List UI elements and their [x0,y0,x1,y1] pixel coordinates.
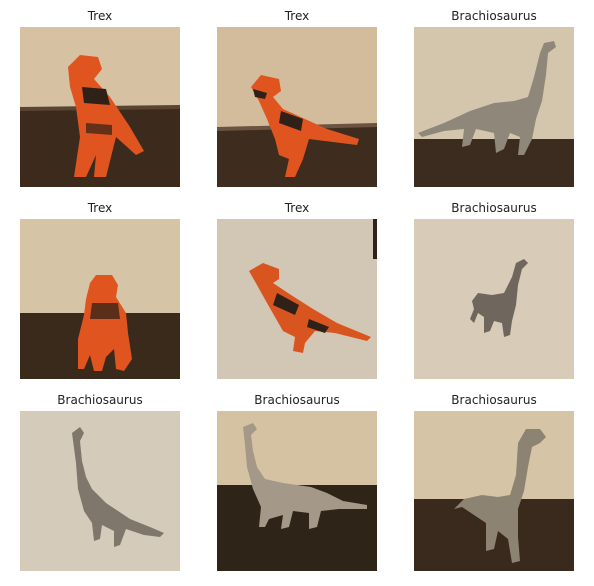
brachiosaurus-photo [414,411,574,571]
image-label: Brachiosaurus [451,9,537,23]
image-label: Brachiosaurus [451,393,537,407]
brachiosaurus-photo [217,411,377,571]
image-label: Trex [284,9,310,23]
trex-photo [20,27,180,187]
image-label: Brachiosaurus [254,393,340,407]
image-label: Brachiosaurus [451,201,537,215]
trex-photo [20,219,180,379]
brachiosaurus-photo [20,411,180,571]
brachiosaurus-photo [414,219,574,379]
trex-photo [217,27,377,187]
image-label: Trex [87,201,113,215]
trex-photo [217,219,377,379]
brachiosaurus-photo [414,27,574,187]
image-label: Brachiosaurus [57,393,143,407]
image-label: Trex [284,201,310,215]
image-label: Trex [87,9,113,23]
